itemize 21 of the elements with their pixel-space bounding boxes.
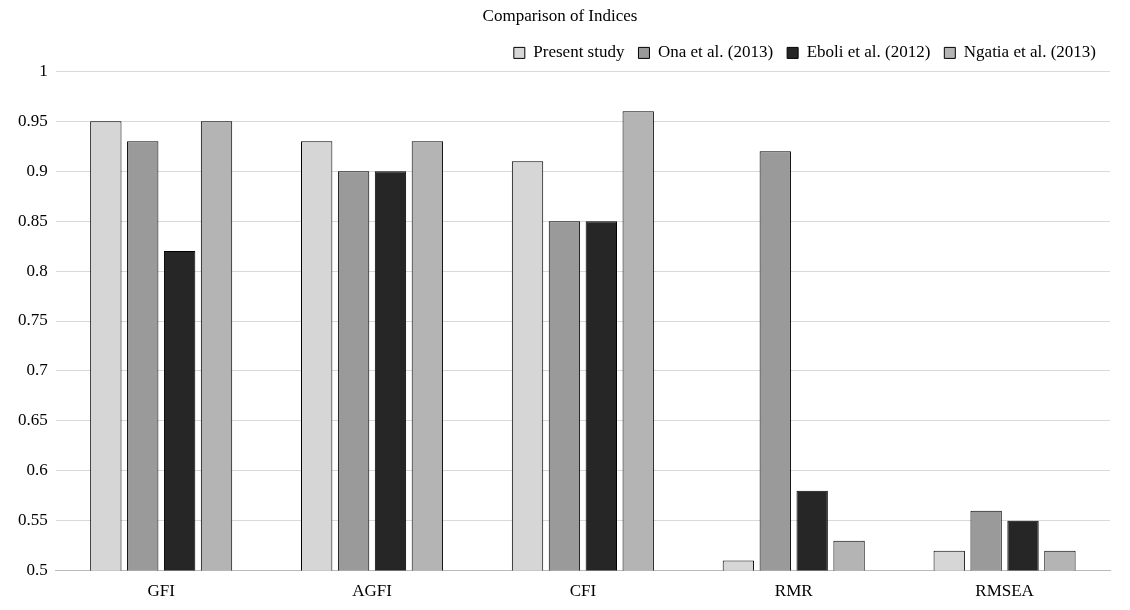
y-tick-label: 0.65: [18, 410, 48, 430]
y-tick-label: 0.5: [26, 560, 48, 580]
y-tick-label: 1: [39, 60, 48, 80]
chart-title: Comparison of Indices: [482, 5, 638, 25]
y-tick-label: 0.75: [18, 310, 48, 330]
y-tick-label: 0.55: [18, 510, 48, 530]
x-tick-label: AGFI: [352, 581, 393, 601]
x-tick-label: CFI: [569, 581, 597, 601]
legend-label: Ona et al. (2013): [657, 42, 774, 62]
y-tick-label: 0.85: [18, 210, 48, 230]
y-tick-label: 0.8: [26, 260, 48, 280]
y-tick-label: 0.7: [26, 360, 49, 380]
legend-label: Eboli et al. (2012): [806, 42, 931, 62]
y-tick-label: 0.95: [18, 110, 48, 130]
legend-label: Ngatia et al. (2013): [963, 42, 1097, 62]
legend-label: Present study: [533, 42, 625, 62]
x-tick-label: GFI: [147, 581, 176, 601]
x-tick-label: RMR: [774, 581, 814, 601]
y-tick-label: 0.6: [26, 460, 48, 480]
x-tick-label: RMSEA: [975, 581, 1035, 601]
y-tick-label: 0.9: [26, 160, 48, 180]
